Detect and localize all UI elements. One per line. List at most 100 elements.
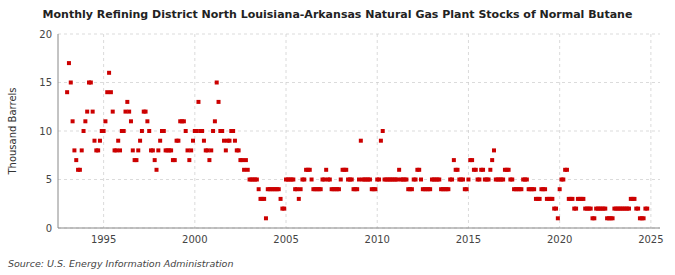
- point: [262, 197, 266, 201]
- point: [419, 178, 423, 182]
- point: [357, 178, 361, 182]
- point: [169, 148, 173, 152]
- point: [196, 100, 200, 104]
- point: [105, 90, 109, 94]
- point: [519, 187, 523, 191]
- point: [510, 178, 514, 182]
- point: [211, 129, 215, 133]
- point: [156, 148, 160, 152]
- point: [461, 178, 465, 182]
- y-axis-label: Thousand Barrels: [7, 87, 18, 175]
- grid-line: [559, 34, 560, 228]
- point: [136, 148, 140, 152]
- point: [324, 168, 328, 172]
- point: [246, 168, 250, 172]
- point: [118, 148, 122, 152]
- grid-line: [468, 34, 469, 228]
- point: [92, 139, 96, 143]
- point: [592, 216, 596, 220]
- point: [417, 168, 421, 172]
- grid-line: [377, 34, 378, 228]
- point: [107, 71, 111, 75]
- x-tick-label: 2010: [365, 234, 390, 245]
- point: [373, 187, 377, 191]
- point: [71, 119, 75, 123]
- point: [98, 139, 102, 143]
- grid-line: [58, 228, 660, 229]
- grid-line: [650, 34, 651, 228]
- point: [538, 197, 542, 201]
- point: [302, 178, 306, 182]
- point: [550, 197, 554, 201]
- point: [507, 168, 511, 172]
- x-tick-label: 2015: [456, 234, 481, 245]
- x-axis-line: [58, 228, 660, 229]
- point: [446, 187, 450, 191]
- point: [574, 207, 578, 211]
- point: [368, 178, 372, 182]
- point: [589, 207, 593, 211]
- y-tick-label: 0: [46, 223, 52, 234]
- point: [308, 168, 312, 172]
- point: [125, 100, 129, 104]
- point: [543, 187, 547, 191]
- point: [96, 148, 100, 152]
- point: [344, 168, 348, 172]
- point: [85, 110, 89, 114]
- point: [381, 129, 385, 133]
- point: [227, 139, 231, 143]
- point: [627, 207, 631, 211]
- point: [501, 178, 505, 182]
- point: [69, 81, 73, 85]
- point: [151, 148, 155, 152]
- point: [477, 178, 481, 182]
- point: [189, 148, 193, 152]
- point: [339, 178, 343, 182]
- point: [570, 197, 574, 201]
- point: [244, 158, 248, 162]
- point: [282, 207, 286, 211]
- point: [213, 119, 217, 123]
- point: [632, 197, 636, 201]
- point: [91, 110, 95, 114]
- point: [532, 187, 536, 191]
- point: [465, 187, 469, 191]
- point: [377, 178, 381, 182]
- y-tick-label: 10: [39, 126, 52, 137]
- point: [237, 148, 241, 152]
- point: [350, 178, 354, 182]
- point: [82, 129, 86, 133]
- point: [67, 61, 71, 65]
- point: [470, 158, 474, 162]
- point: [450, 178, 454, 182]
- point: [295, 187, 299, 191]
- grid-line: [58, 34, 660, 35]
- point: [116, 139, 120, 143]
- point: [603, 207, 607, 211]
- grid-line: [286, 34, 287, 228]
- point: [195, 129, 199, 133]
- point: [103, 119, 107, 123]
- x-tick-label: 1995: [91, 234, 116, 245]
- point: [153, 158, 157, 162]
- point: [109, 90, 113, 94]
- point: [490, 158, 494, 162]
- point: [414, 178, 418, 182]
- y-tick-label: 15: [39, 77, 52, 88]
- point: [328, 178, 332, 182]
- point: [78, 168, 82, 172]
- point: [138, 139, 142, 143]
- point: [83, 119, 87, 123]
- point: [395, 178, 399, 182]
- point: [456, 168, 460, 172]
- point: [636, 207, 640, 211]
- point: [310, 178, 314, 182]
- x-tick-label: 2025: [638, 234, 663, 245]
- point: [257, 187, 261, 191]
- grid-line: [58, 82, 660, 83]
- point: [487, 178, 491, 182]
- point: [299, 187, 303, 191]
- point: [182, 119, 186, 123]
- title: Monthly Refining District North Louisian…: [43, 8, 633, 21]
- point: [209, 148, 213, 152]
